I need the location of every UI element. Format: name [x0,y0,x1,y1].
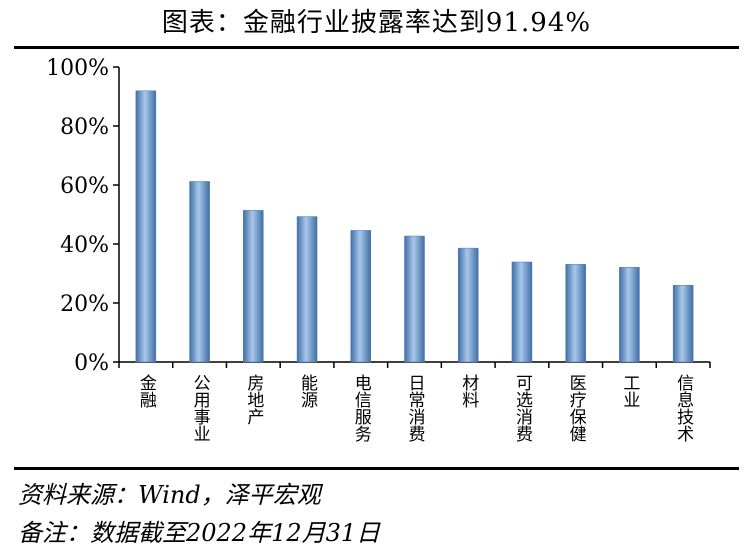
x-tick-label: 公用事业 [190,374,211,442]
x-tick-label: 医疗保健 [566,374,587,442]
y-tick-label: 100% [46,56,109,81]
svg-text:金融: 金融 [136,374,157,409]
bar [243,210,264,363]
source-note: 资料来源：Wind，泽平宏观 [18,481,321,509]
x-tick-label: 可选消费 [512,374,533,442]
bar [404,235,425,363]
svg-text:医疗保健: 医疗保健 [566,374,587,442]
bar [619,267,640,363]
y-tick-label: 0% [74,351,109,376]
x-tick-label: 金融 [136,374,157,409]
svg-text:信息技术: 信息技术 [673,374,694,442]
x-tick-label: 能源 [297,374,318,409]
x-tick-label: 房地产 [243,374,264,425]
x-tick-label: 工业 [619,374,640,408]
svg-text:能源: 能源 [297,374,318,409]
bar [189,181,210,363]
x-tick-label: 电信服务 [351,374,372,442]
bar [296,216,318,363]
bar [672,285,694,363]
x-tick-label: 日常消费 [405,374,426,442]
axes [113,66,711,368]
y-tick-label: 20% [60,292,109,317]
x-tick-label: 材料 [458,374,479,408]
remark-note: 备注：数据截至2022年12月31日 [18,519,381,547]
bottom-rule [14,467,739,470]
top-rule [14,46,739,49]
y-tick-label: 40% [60,233,109,258]
bar-chart: 0% 20% 40% 60% 80% 100% 金融 公用事业 房地产 能源 电信服务 日常消费 材料… [46,56,711,442]
svg-text:工业: 工业 [619,374,640,408]
svg-text:材料: 材料 [458,374,479,408]
svg-text:公用事业: 公用事业 [190,374,211,442]
bar [350,230,372,363]
bar [565,264,586,363]
y-tick-labels: 0% 20% 40% 60% 80% 100% [46,56,109,376]
y-tick-label: 60% [60,174,109,199]
bars [135,90,694,363]
bar [457,247,479,363]
chart-title: 图表：金融行业披露率达到91.94% [161,8,592,38]
svg-text:可选消费: 可选消费 [512,374,533,442]
bar [511,261,533,363]
x-tick-label: 信息技术 [673,374,694,442]
svg-text:日常消费: 日常消费 [405,374,426,442]
bar [135,90,157,363]
y-tick-label: 80% [60,115,109,140]
x-tick-labels: 金融 公用事业 房地产 能源 电信服务 日常消费 材料 可选消费 医疗保健 工业 信息技术 [136,374,694,442]
svg-text:房地产: 房地产 [243,374,264,425]
svg-text:电信服务: 电信服务 [351,374,372,442]
